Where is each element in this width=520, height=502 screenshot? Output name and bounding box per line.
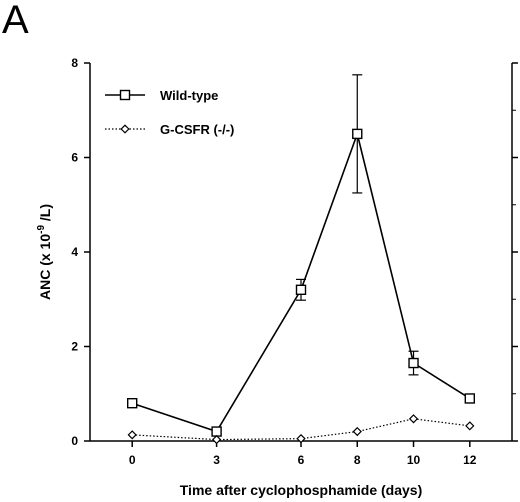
legend: Wild-type G-CSFR (-/-) [105, 88, 234, 137]
y-axis-title-prefix: ANC (x 10 [37, 234, 53, 300]
legend-label: Wild-type [160, 88, 218, 103]
series-line [132, 418, 470, 441]
y-axis-title: ANC (x 10-9 /L) [36, 204, 53, 300]
y-axis-title-suffix: /L) [37, 204, 53, 225]
data-point [408, 414, 419, 424]
series-g-csfr [127, 414, 475, 445]
y-tick-label: 4 [71, 245, 78, 259]
data-point [295, 284, 307, 295]
y-tick-label: 8 [71, 56, 78, 70]
data-point [352, 426, 362, 437]
legend-marker [120, 124, 130, 134]
panel-label: A [2, 0, 29, 42]
x-tick-label: 0 [129, 453, 136, 467]
y-axis-title-exponent: -9 [36, 225, 47, 234]
x-tick-label: 6 [298, 453, 305, 467]
x-tick-label: 3 [213, 453, 220, 467]
legend-label: G-CSFR (-/-) [160, 122, 234, 137]
data-point [352, 128, 363, 140]
data-point [126, 398, 138, 409]
y-tick-label: 0 [71, 434, 78, 448]
x-tick-label: 10 [407, 453, 421, 467]
data-point [408, 357, 419, 369]
series-wild-type [126, 74, 475, 437]
y-tick-label: 2 [71, 340, 78, 354]
x-tick-label: 12 [463, 453, 477, 467]
y-tick-label: 6 [71, 151, 78, 165]
x-tick-label: 8 [354, 453, 361, 467]
legend-marker [119, 89, 131, 101]
series-layer [126, 74, 475, 445]
data-point [296, 433, 306, 444]
data-point [211, 426, 222, 437]
data-point [211, 434, 222, 445]
x-axis-title: Time after cyclophosphamide (days) [180, 482, 422, 498]
series-line [131, 131, 471, 433]
data-point [464, 393, 475, 404]
data-point [465, 421, 475, 431]
data-point [127, 430, 137, 440]
